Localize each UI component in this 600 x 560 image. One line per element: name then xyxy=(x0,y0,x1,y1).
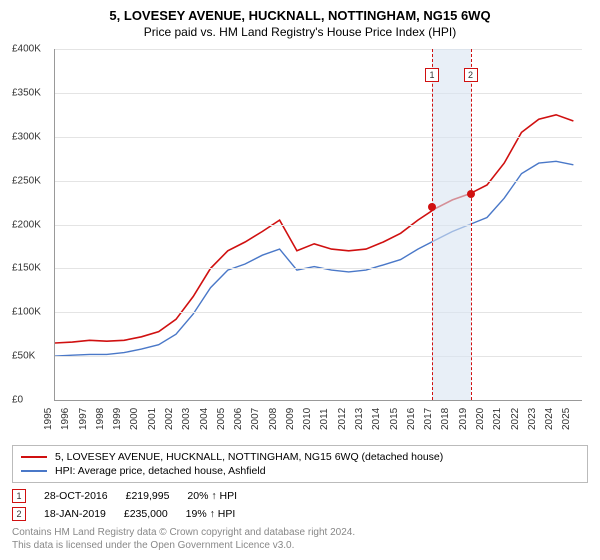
transaction-price: £235,000 xyxy=(124,508,168,520)
y-axis-label: £150K xyxy=(12,263,41,274)
transaction-row: 2 18-JAN-2019 £235,000 19% ↑ HPI xyxy=(12,505,588,523)
x-axis-label: 2025 xyxy=(561,408,572,430)
x-axis-label: 2008 xyxy=(267,408,278,430)
gridline xyxy=(55,49,582,50)
series-line-hpi xyxy=(55,161,573,356)
footer-attribution: Contains HM Land Registry data © Crown c… xyxy=(12,527,588,552)
transactions-table: 1 28-OCT-2016 £219,995 20% ↑ HPI 2 18-JA… xyxy=(12,487,588,523)
footer-line: This data is licensed under the Open Gov… xyxy=(12,540,588,553)
transaction-marker-icon: 2 xyxy=(12,507,26,521)
gridline xyxy=(55,137,582,138)
y-axis-label: £300K xyxy=(12,131,41,142)
x-axis-label: 2009 xyxy=(285,408,296,430)
transaction-band xyxy=(432,49,471,400)
transaction-delta: 20% ↑ HPI xyxy=(187,490,237,502)
x-axis-label: 2020 xyxy=(475,408,486,430)
y-axis-label: £250K xyxy=(12,175,41,186)
transaction-line xyxy=(432,49,433,400)
x-axis-label: 2019 xyxy=(458,408,469,430)
x-axis-label: 2010 xyxy=(302,408,313,430)
x-axis-label: 1996 xyxy=(60,408,71,430)
y-axis-label: £100K xyxy=(12,307,41,318)
series-line-price_paid xyxy=(55,115,573,343)
transaction-marker-icon: 1 xyxy=(12,489,26,503)
transaction-dot-icon xyxy=(428,203,436,211)
legend: 5, LOVESEY AVENUE, HUCKNALL, NOTTINGHAM,… xyxy=(12,445,588,483)
x-axis-label: 2021 xyxy=(492,408,503,430)
x-axis-label: 1999 xyxy=(112,408,123,430)
x-axis-label: 2024 xyxy=(544,408,555,430)
y-axis-label: £0 xyxy=(12,395,23,406)
x-axis-label: 2015 xyxy=(388,408,399,430)
gridline xyxy=(55,312,582,313)
x-axis-label: 2017 xyxy=(423,408,434,430)
gridline xyxy=(55,225,582,226)
transaction-price: £219,995 xyxy=(126,490,170,502)
y-axis-label: £200K xyxy=(12,219,41,230)
y-axis-label: £50K xyxy=(12,351,35,362)
x-axis-label: 2022 xyxy=(509,408,520,430)
x-axis-label: 2006 xyxy=(233,408,244,430)
legend-row: HPI: Average price, detached house, Ashf… xyxy=(21,464,579,478)
x-axis-label: 2013 xyxy=(354,408,365,430)
transaction-row: 1 28-OCT-2016 £219,995 20% ↑ HPI xyxy=(12,487,588,505)
chart-title: 5, LOVESEY AVENUE, HUCKNALL, NOTTINGHAM,… xyxy=(12,8,588,23)
gridline xyxy=(55,181,582,182)
gridline xyxy=(55,356,582,357)
footer-line: Contains HM Land Registry data © Crown c… xyxy=(12,527,588,540)
x-axis-label: 2016 xyxy=(406,408,417,430)
legend-text: HPI: Average price, detached house, Ashf… xyxy=(55,465,266,477)
x-axis-label: 2004 xyxy=(198,408,209,430)
x-axis-label: 2014 xyxy=(371,408,382,430)
transaction-date: 28-OCT-2016 xyxy=(44,490,108,502)
x-axis-label: 2002 xyxy=(164,408,175,430)
x-axis-label: 1998 xyxy=(95,408,106,430)
legend-row: 5, LOVESEY AVENUE, HUCKNALL, NOTTINGHAM,… xyxy=(21,450,579,464)
chart-container: 5, LOVESEY AVENUE, HUCKNALL, NOTTINGHAM,… xyxy=(0,0,600,560)
gridline xyxy=(55,93,582,94)
transaction-line xyxy=(471,49,472,400)
x-axis-label: 2001 xyxy=(147,408,158,430)
gridline xyxy=(55,268,582,269)
x-axis-label: 2007 xyxy=(250,408,261,430)
x-axis-label: 2018 xyxy=(440,408,451,430)
plot-region: 12 xyxy=(54,49,582,401)
legend-text: 5, LOVESEY AVENUE, HUCKNALL, NOTTINGHAM,… xyxy=(55,451,443,463)
legend-swatch xyxy=(21,456,47,458)
transaction-date: 18-JAN-2019 xyxy=(44,508,106,520)
transaction-marker-icon: 1 xyxy=(425,68,439,82)
x-axis-label: 1995 xyxy=(43,408,54,430)
transaction-delta: 19% ↑ HPI xyxy=(186,508,236,520)
transaction-dot-icon xyxy=(467,190,475,198)
x-axis-label: 2011 xyxy=(320,408,331,430)
legend-swatch xyxy=(21,470,47,472)
x-axis-label: 2012 xyxy=(337,408,348,430)
x-axis-label: 2003 xyxy=(181,408,192,430)
y-axis-label: £350K xyxy=(12,87,41,98)
x-axis-label: 2023 xyxy=(527,408,538,430)
chart-subtitle: Price paid vs. HM Land Registry's House … xyxy=(12,25,588,39)
x-axis-label: 2005 xyxy=(216,408,227,430)
y-axis-label: £400K xyxy=(12,44,41,55)
transaction-marker-icon: 2 xyxy=(464,68,478,82)
x-axis-label: 1997 xyxy=(77,408,88,430)
chart-area: 12 £0£50K£100K£150K£200K£250K£300K£350K£… xyxy=(12,45,588,441)
x-axis-label: 2000 xyxy=(129,408,140,430)
